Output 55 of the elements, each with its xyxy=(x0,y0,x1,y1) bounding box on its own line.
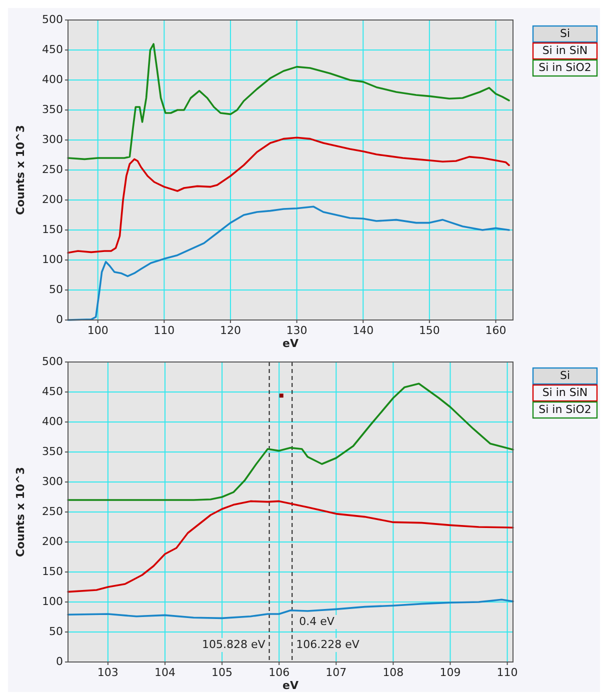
line-series xyxy=(67,382,514,501)
y-tick-label: 300 xyxy=(42,475,63,488)
y-tick-label: 250 xyxy=(42,163,63,176)
text: Si in SiN xyxy=(542,44,588,58)
y-tick-label: 500 xyxy=(42,355,63,368)
x-tick-label: 100 xyxy=(87,324,108,337)
y-tick-label: 350 xyxy=(42,103,63,116)
line-series xyxy=(67,43,510,160)
y-tick-label: 350 xyxy=(42,445,63,458)
y-tick-label: 100 xyxy=(42,595,63,608)
y-tick-label: 200 xyxy=(42,193,63,206)
x-tick-label: 150 xyxy=(418,324,440,337)
text: Si in SiO2 xyxy=(538,403,592,416)
line-series xyxy=(67,206,510,321)
y-tick-label: 150 xyxy=(42,223,63,236)
x-tick-label: 130 xyxy=(286,324,308,337)
y-tick-label: 50 xyxy=(49,625,63,638)
line-series xyxy=(67,500,514,593)
y-tick-label: 100 xyxy=(42,253,63,266)
y-tick-label: 150 xyxy=(42,565,63,578)
x-tick-label: 107 xyxy=(326,666,347,679)
text: Si in SiO2 xyxy=(538,61,592,74)
x-tick-label: 108 xyxy=(382,666,404,679)
y-tick-label: 500 xyxy=(42,13,63,26)
y-tick-label: 200 xyxy=(42,535,63,548)
text: Si xyxy=(560,27,570,40)
line-series xyxy=(67,136,510,254)
x-tick-label: 120 xyxy=(220,324,241,337)
y-tick-label: 0 xyxy=(56,313,63,326)
y-tick-label: 50 xyxy=(49,283,63,296)
y-tick-label: 400 xyxy=(42,73,63,86)
y-tick-label: 450 xyxy=(42,43,63,56)
y-tick-label: 450 xyxy=(42,385,63,398)
x-tick-label: 160 xyxy=(485,324,506,337)
x-tick-label: 104 xyxy=(154,666,176,679)
y-tick-label: 400 xyxy=(42,415,63,428)
x-tick-label: 103 xyxy=(97,666,118,679)
ref-line-label: 105.828 eV xyxy=(202,638,266,652)
y-tick-label: 250 xyxy=(42,505,63,518)
x-tick-label: 109 xyxy=(440,666,461,679)
x-tick-label: 106 xyxy=(268,666,290,679)
x-axis-title: eV xyxy=(282,679,299,692)
y-axis-title: Counts x 10^3 xyxy=(14,466,27,558)
y-tick-label: 300 xyxy=(42,133,63,146)
y-axis-title: Counts x 10^3 xyxy=(14,124,27,216)
annotation: 0.4 eV xyxy=(299,615,335,628)
x-tick-label: 105 xyxy=(212,666,233,679)
x-axis-title: eV xyxy=(282,337,299,350)
text: Si in SiN xyxy=(542,386,588,400)
x-tick-label: 110 xyxy=(496,666,518,679)
y-tick-label: 0 xyxy=(56,655,63,668)
ref-line-label: 106.228 eV xyxy=(296,638,360,652)
text: Si xyxy=(560,369,570,382)
x-tick-label: 140 xyxy=(352,324,374,337)
x-tick-label: 110 xyxy=(154,324,175,337)
